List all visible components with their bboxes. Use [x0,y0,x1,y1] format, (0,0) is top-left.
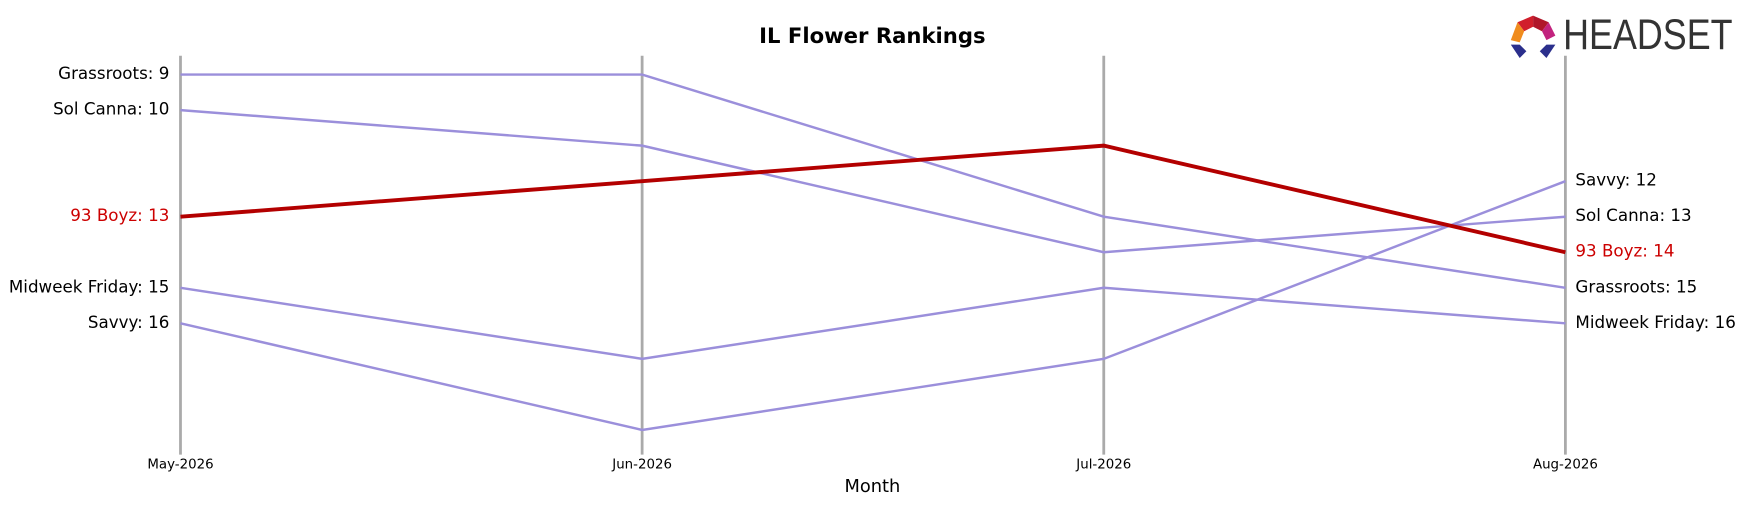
rank-label: Grassroots: 15 [1575,276,1697,296]
x-tick-label: Jul-2026 [1075,458,1131,473]
logo: HEADSET [1510,11,1733,58]
rank-label: Savvy: 12 [1575,170,1656,190]
logo-icon [1541,22,1556,41]
logo-icon [1510,44,1527,58]
logo-icon [1510,22,1525,43]
series-line [180,286,1566,361]
rank-label: Sol Canna: 10 [53,99,169,119]
logo-icon [1539,44,1556,58]
rank-label: Midweek Friday: 15 [9,276,169,296]
chart-title: IL Flower Rankings [759,23,985,48]
logo-text: HEADSET [1563,11,1732,58]
x-tick-label: Jun-2026 [611,458,672,473]
rank-label: Savvy: 16 [88,312,169,332]
logo-icon [1517,15,1534,32]
series-line [180,143,1566,255]
rank-label: Grassroots: 9 [58,63,169,83]
rank-label: 93 Boyz: 13 [70,205,169,225]
rank-label: Sol Canna: 13 [1575,205,1691,225]
rank-label: 93 Boyz: 14 [1575,241,1674,261]
series-line [180,180,1566,432]
series-line [180,73,1566,290]
logo-icon [1533,15,1549,32]
series-line [180,108,1566,254]
x-axis-label: Month [844,476,900,497]
rank-label: Midweek Friday: 16 [1575,312,1735,332]
x-tick-label: Aug-2026 [1533,458,1598,473]
x-tick-label: May-2026 [147,458,213,473]
